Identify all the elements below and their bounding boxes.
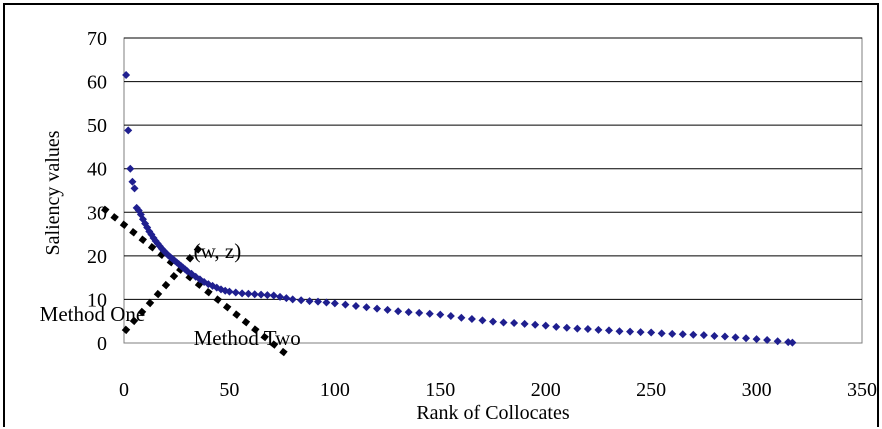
data-point-43 xyxy=(250,290,259,299)
data-point-57 xyxy=(362,303,371,312)
x-tick-label-250: 250 xyxy=(636,379,666,401)
data-point-55 xyxy=(341,300,350,309)
x-axis-title: Rank of Collocates xyxy=(416,402,570,424)
data-point-74 xyxy=(541,321,550,330)
data-point-54 xyxy=(330,299,339,308)
annotation-1: Method One xyxy=(40,302,146,326)
data-point-50 xyxy=(297,296,306,305)
data-point-42 xyxy=(244,289,253,298)
y-tick-label-50: 50 xyxy=(87,115,107,137)
x-tick-label-350: 350 xyxy=(847,379,877,401)
data-point-92 xyxy=(731,333,740,342)
data-point-47 xyxy=(276,292,285,301)
data-point-75 xyxy=(552,322,561,331)
data-point-68 xyxy=(478,316,487,325)
data-point-73 xyxy=(531,320,540,329)
data-point-67 xyxy=(467,315,476,324)
data-point-58 xyxy=(373,304,382,313)
data-point-48 xyxy=(282,294,291,303)
data-point-40 xyxy=(231,288,240,297)
x-tick-label-100: 100 xyxy=(320,379,350,401)
y-tick-label-10: 10 xyxy=(87,289,107,311)
data-point-59 xyxy=(383,305,392,314)
data-point-64 xyxy=(436,310,445,319)
data-point-90 xyxy=(710,332,719,341)
data-point-52 xyxy=(313,297,322,306)
data-point-77 xyxy=(573,324,582,333)
annotation-0: (w, z) xyxy=(194,239,242,263)
data-point-95 xyxy=(763,335,772,344)
data-point-65 xyxy=(446,311,455,320)
annotation-2: Method Two xyxy=(194,326,301,350)
data-point-86 xyxy=(668,329,677,338)
data-point-89 xyxy=(699,331,708,340)
y-tick-label-30: 30 xyxy=(87,202,107,224)
data-point-61 xyxy=(404,308,413,317)
x-tick-label-0: 0 xyxy=(119,379,129,401)
y-tick-label-40: 40 xyxy=(87,159,107,181)
data-point-82 xyxy=(626,327,635,336)
data-point-44 xyxy=(257,290,266,299)
data-point-39 xyxy=(225,287,234,296)
y-tick-label-20: 20 xyxy=(87,246,107,268)
y-tick-label-60: 60 xyxy=(87,72,107,94)
data-point-3 xyxy=(128,177,137,186)
data-point-98 xyxy=(788,338,797,347)
x-tick-label-300: 300 xyxy=(742,379,772,401)
x-tick-label-50: 50 xyxy=(219,379,239,401)
data-point-88 xyxy=(689,330,698,339)
data-point-2 xyxy=(126,164,135,173)
data-point-81 xyxy=(615,327,624,336)
data-point-91 xyxy=(720,332,729,341)
x-tick-label-200: 200 xyxy=(531,379,561,401)
data-point-78 xyxy=(583,325,592,334)
data-point-83 xyxy=(636,328,645,337)
data-point-87 xyxy=(678,330,687,339)
y-tick-label-70: 70 xyxy=(87,28,107,50)
data-point-46 xyxy=(269,291,278,300)
plot-area xyxy=(123,37,863,344)
data-point-56 xyxy=(351,301,360,310)
y-axis-title: Saliency values xyxy=(42,130,64,255)
x-tick-label-150: 150 xyxy=(425,379,455,401)
data-point-76 xyxy=(562,323,571,332)
data-point-79 xyxy=(594,325,603,334)
data-point-72 xyxy=(520,319,529,328)
data-point-80 xyxy=(604,326,613,335)
chart-frame: 0 10 20 30 40 50 60 70 0 50 100 150 200 250 300 350 (w,… xyxy=(3,3,879,427)
data-point-85 xyxy=(657,329,666,338)
data-point-0 xyxy=(122,71,131,80)
data-point-51 xyxy=(305,297,314,306)
data-point-96 xyxy=(773,337,782,346)
data-point-70 xyxy=(499,318,508,327)
data-point-62 xyxy=(415,308,424,317)
data-point-45 xyxy=(263,291,272,300)
data-point-41 xyxy=(238,289,247,298)
data-point-49 xyxy=(288,295,297,304)
data-point-1 xyxy=(124,126,133,135)
data-point-69 xyxy=(489,317,497,326)
dotted-line-method-two xyxy=(101,205,291,359)
data-point-84 xyxy=(647,328,656,337)
data-point-66 xyxy=(457,313,466,322)
data-point-4 xyxy=(130,184,139,193)
data-point-60 xyxy=(394,307,403,316)
saliency-chart: 0 10 20 30 40 50 60 70 0 50 100 150 200 250 300 350 (w,… xyxy=(40,28,877,424)
data-point-63 xyxy=(425,309,434,318)
y-tick-label-0: 0 xyxy=(97,333,107,355)
data-point-53 xyxy=(322,298,331,307)
data-point-94 xyxy=(752,335,761,344)
data-point-93 xyxy=(742,334,751,343)
